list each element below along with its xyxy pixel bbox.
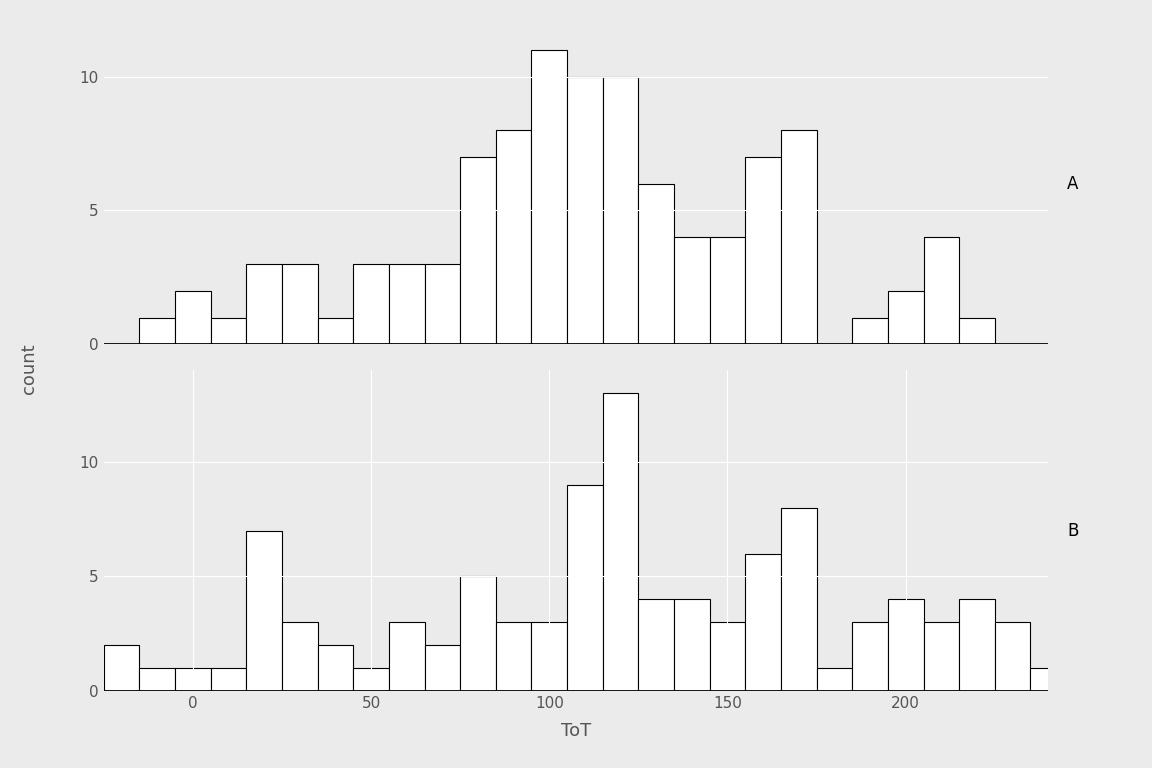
Bar bbox=[567, 485, 602, 691]
Bar bbox=[389, 622, 424, 691]
Text: B: B bbox=[1067, 521, 1078, 540]
Bar bbox=[531, 622, 567, 691]
Bar bbox=[960, 317, 995, 344]
Bar bbox=[282, 622, 318, 691]
Bar bbox=[745, 157, 781, 344]
Bar bbox=[567, 77, 602, 344]
Bar bbox=[389, 264, 424, 344]
Bar bbox=[354, 668, 389, 691]
Bar bbox=[781, 508, 817, 691]
Bar bbox=[318, 645, 354, 691]
Bar bbox=[710, 622, 745, 691]
Bar bbox=[531, 50, 567, 344]
Bar bbox=[139, 668, 175, 691]
Bar bbox=[460, 577, 495, 691]
Bar bbox=[674, 237, 710, 344]
Text: A: A bbox=[1067, 174, 1078, 193]
Text: count: count bbox=[20, 343, 38, 394]
Bar bbox=[424, 264, 460, 344]
Bar bbox=[924, 622, 960, 691]
Bar bbox=[424, 645, 460, 691]
Bar bbox=[817, 668, 852, 691]
Bar bbox=[104, 645, 139, 691]
Bar bbox=[247, 264, 282, 344]
Bar bbox=[888, 599, 924, 691]
Bar bbox=[995, 622, 1031, 691]
Bar bbox=[710, 237, 745, 344]
Bar bbox=[175, 668, 211, 691]
Bar bbox=[211, 668, 247, 691]
Bar bbox=[211, 317, 247, 344]
Bar bbox=[1031, 668, 1066, 691]
Bar bbox=[638, 599, 674, 691]
Bar bbox=[495, 622, 531, 691]
X-axis label: ToT: ToT bbox=[561, 722, 591, 740]
Bar bbox=[1137, 668, 1152, 691]
Bar bbox=[602, 77, 638, 344]
Bar bbox=[460, 157, 495, 344]
Bar bbox=[495, 130, 531, 344]
Bar bbox=[638, 184, 674, 344]
Bar bbox=[745, 554, 781, 691]
Bar bbox=[175, 291, 211, 344]
Bar bbox=[318, 317, 354, 344]
Bar bbox=[852, 622, 888, 691]
Bar bbox=[888, 291, 924, 344]
Bar bbox=[602, 393, 638, 691]
Bar bbox=[1101, 645, 1137, 691]
Bar bbox=[924, 237, 960, 344]
Bar bbox=[282, 264, 318, 344]
Bar bbox=[247, 531, 282, 691]
Bar bbox=[852, 317, 888, 344]
Bar bbox=[960, 599, 995, 691]
Bar bbox=[1066, 645, 1101, 691]
Bar bbox=[781, 130, 817, 344]
Bar bbox=[139, 317, 175, 344]
Bar bbox=[674, 599, 710, 691]
Bar bbox=[354, 264, 389, 344]
